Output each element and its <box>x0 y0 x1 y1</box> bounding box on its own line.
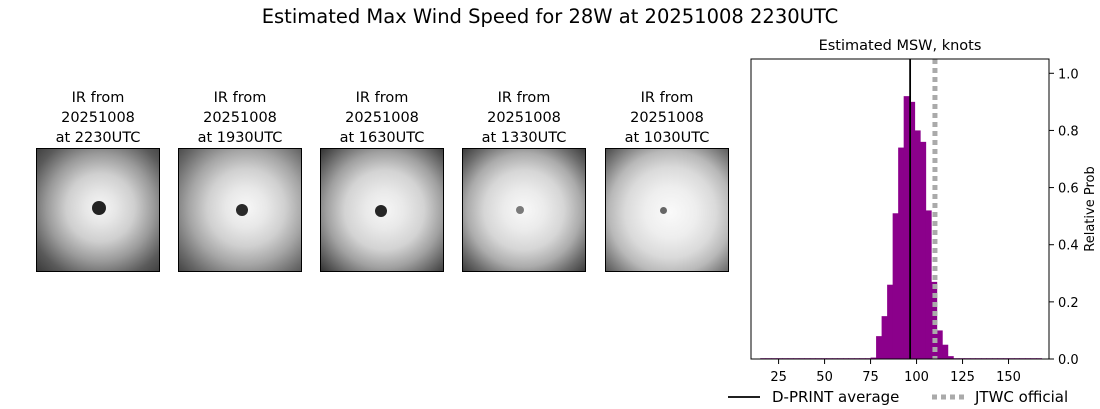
x-tick-label: 50 <box>816 370 833 385</box>
ir-panel-caption: IR from 20251008 at 1330UTC <box>444 88 604 148</box>
ir-panel: IR from 20251008 at 1030UTC <box>587 88 747 272</box>
histogram-bar <box>887 284 894 359</box>
y-tick-label: 0.8 <box>1058 124 1079 139</box>
ir-panel-caption-line1: IR from <box>71 90 125 106</box>
ir-panel-caption-line3: at 1030UTC <box>624 130 710 146</box>
ir-panel: IR from 20251008 at 1930UTC <box>160 88 320 272</box>
x-tick-label: 125 <box>950 370 975 385</box>
legend-label-dprint: D-PRINT average <box>772 388 899 406</box>
histogram-bar <box>942 344 949 359</box>
histogram-bar <box>909 101 916 359</box>
ir-panel-caption: IR from 20251008 at 1630UTC <box>302 88 462 148</box>
ir-panel-caption: IR from 20251008 at 2230UTC <box>18 88 178 148</box>
ir-panel-caption-line1: IR from <box>640 90 694 106</box>
ir-panel-caption-line1: IR from <box>355 90 409 106</box>
histogram-bar <box>936 330 943 359</box>
ir-panel: IR from 20251008 at 1630UTC <box>302 88 462 272</box>
histogram-bar <box>914 130 921 359</box>
ir-panel-caption: IR from 20251008 at 1930UTC <box>160 88 320 148</box>
storm-eye-mark <box>92 201 106 215</box>
storm-eye-mark <box>516 206 524 214</box>
ir-panel-caption-line3: at 1630UTC <box>339 130 425 146</box>
ir-panel: IR from 20251008 at 1330UTC <box>444 88 604 272</box>
histogram-bar <box>925 210 932 359</box>
y-axis-label: Relative Prob <box>1083 166 1098 251</box>
y-tick-label: 0.2 <box>1058 296 1079 311</box>
x-tick-label: 25 <box>770 370 787 385</box>
storm-eye-mark <box>375 205 387 217</box>
plot-frame <box>750 58 1050 360</box>
y-tick-label: 0.4 <box>1058 239 1079 254</box>
histogram-bar <box>898 147 905 359</box>
ir-panel-caption: IR from 20251008 at 1030UTC <box>587 88 747 148</box>
histogram-bar <box>870 357 877 359</box>
ir-panel-caption-line2: 20251008 <box>630 110 704 126</box>
ir-panel: IR from 20251008 at 2230UTC <box>18 88 178 272</box>
histogram-bar <box>903 96 910 360</box>
ir-panel-caption-line3: at 1330UTC <box>481 130 567 146</box>
ir-panel-caption-line3: at 1930UTC <box>197 130 283 146</box>
legend-label-jtwc: JTWC official <box>974 388 1068 406</box>
histogram-bar <box>947 356 954 359</box>
ir-panel-caption-line1: IR from <box>213 90 267 106</box>
storm-eye-mark <box>660 207 667 214</box>
ir-satellite-image <box>36 148 160 272</box>
histogram-bar <box>892 213 899 359</box>
ir-panel-caption-line3: at 2230UTC <box>55 130 141 146</box>
y-tick-label: 1.0 <box>1058 67 1079 82</box>
ir-panel-caption-line1: IR from <box>497 90 551 106</box>
ir-satellite-image <box>605 148 729 272</box>
ir-panel-caption-line2: 20251008 <box>487 110 561 126</box>
y-tick-label: 0.6 <box>1058 182 1079 197</box>
x-tick-label: 100 <box>904 370 929 385</box>
x-tick-label: 75 <box>862 370 879 385</box>
ir-panel-caption-line2: 20251008 <box>61 110 135 126</box>
histogram-bar <box>881 316 888 359</box>
ir-satellite-image <box>320 148 444 272</box>
ir-panel-caption-line2: 20251008 <box>203 110 277 126</box>
ir-panel-caption-line2: 20251008 <box>345 110 419 126</box>
chart-title: Estimated MSW, knots <box>819 38 982 54</box>
ir-satellite-image <box>462 148 586 272</box>
histogram-bar <box>876 336 883 359</box>
ir-satellite-image <box>178 148 302 272</box>
storm-eye-mark <box>236 204 248 216</box>
y-tick-label: 0.0 <box>1058 353 1079 368</box>
figure-title: Estimated Max Wind Speed for 28W at 2025… <box>261 5 839 28</box>
histogram-bar <box>920 141 927 359</box>
x-tick-label: 150 <box>996 370 1021 385</box>
